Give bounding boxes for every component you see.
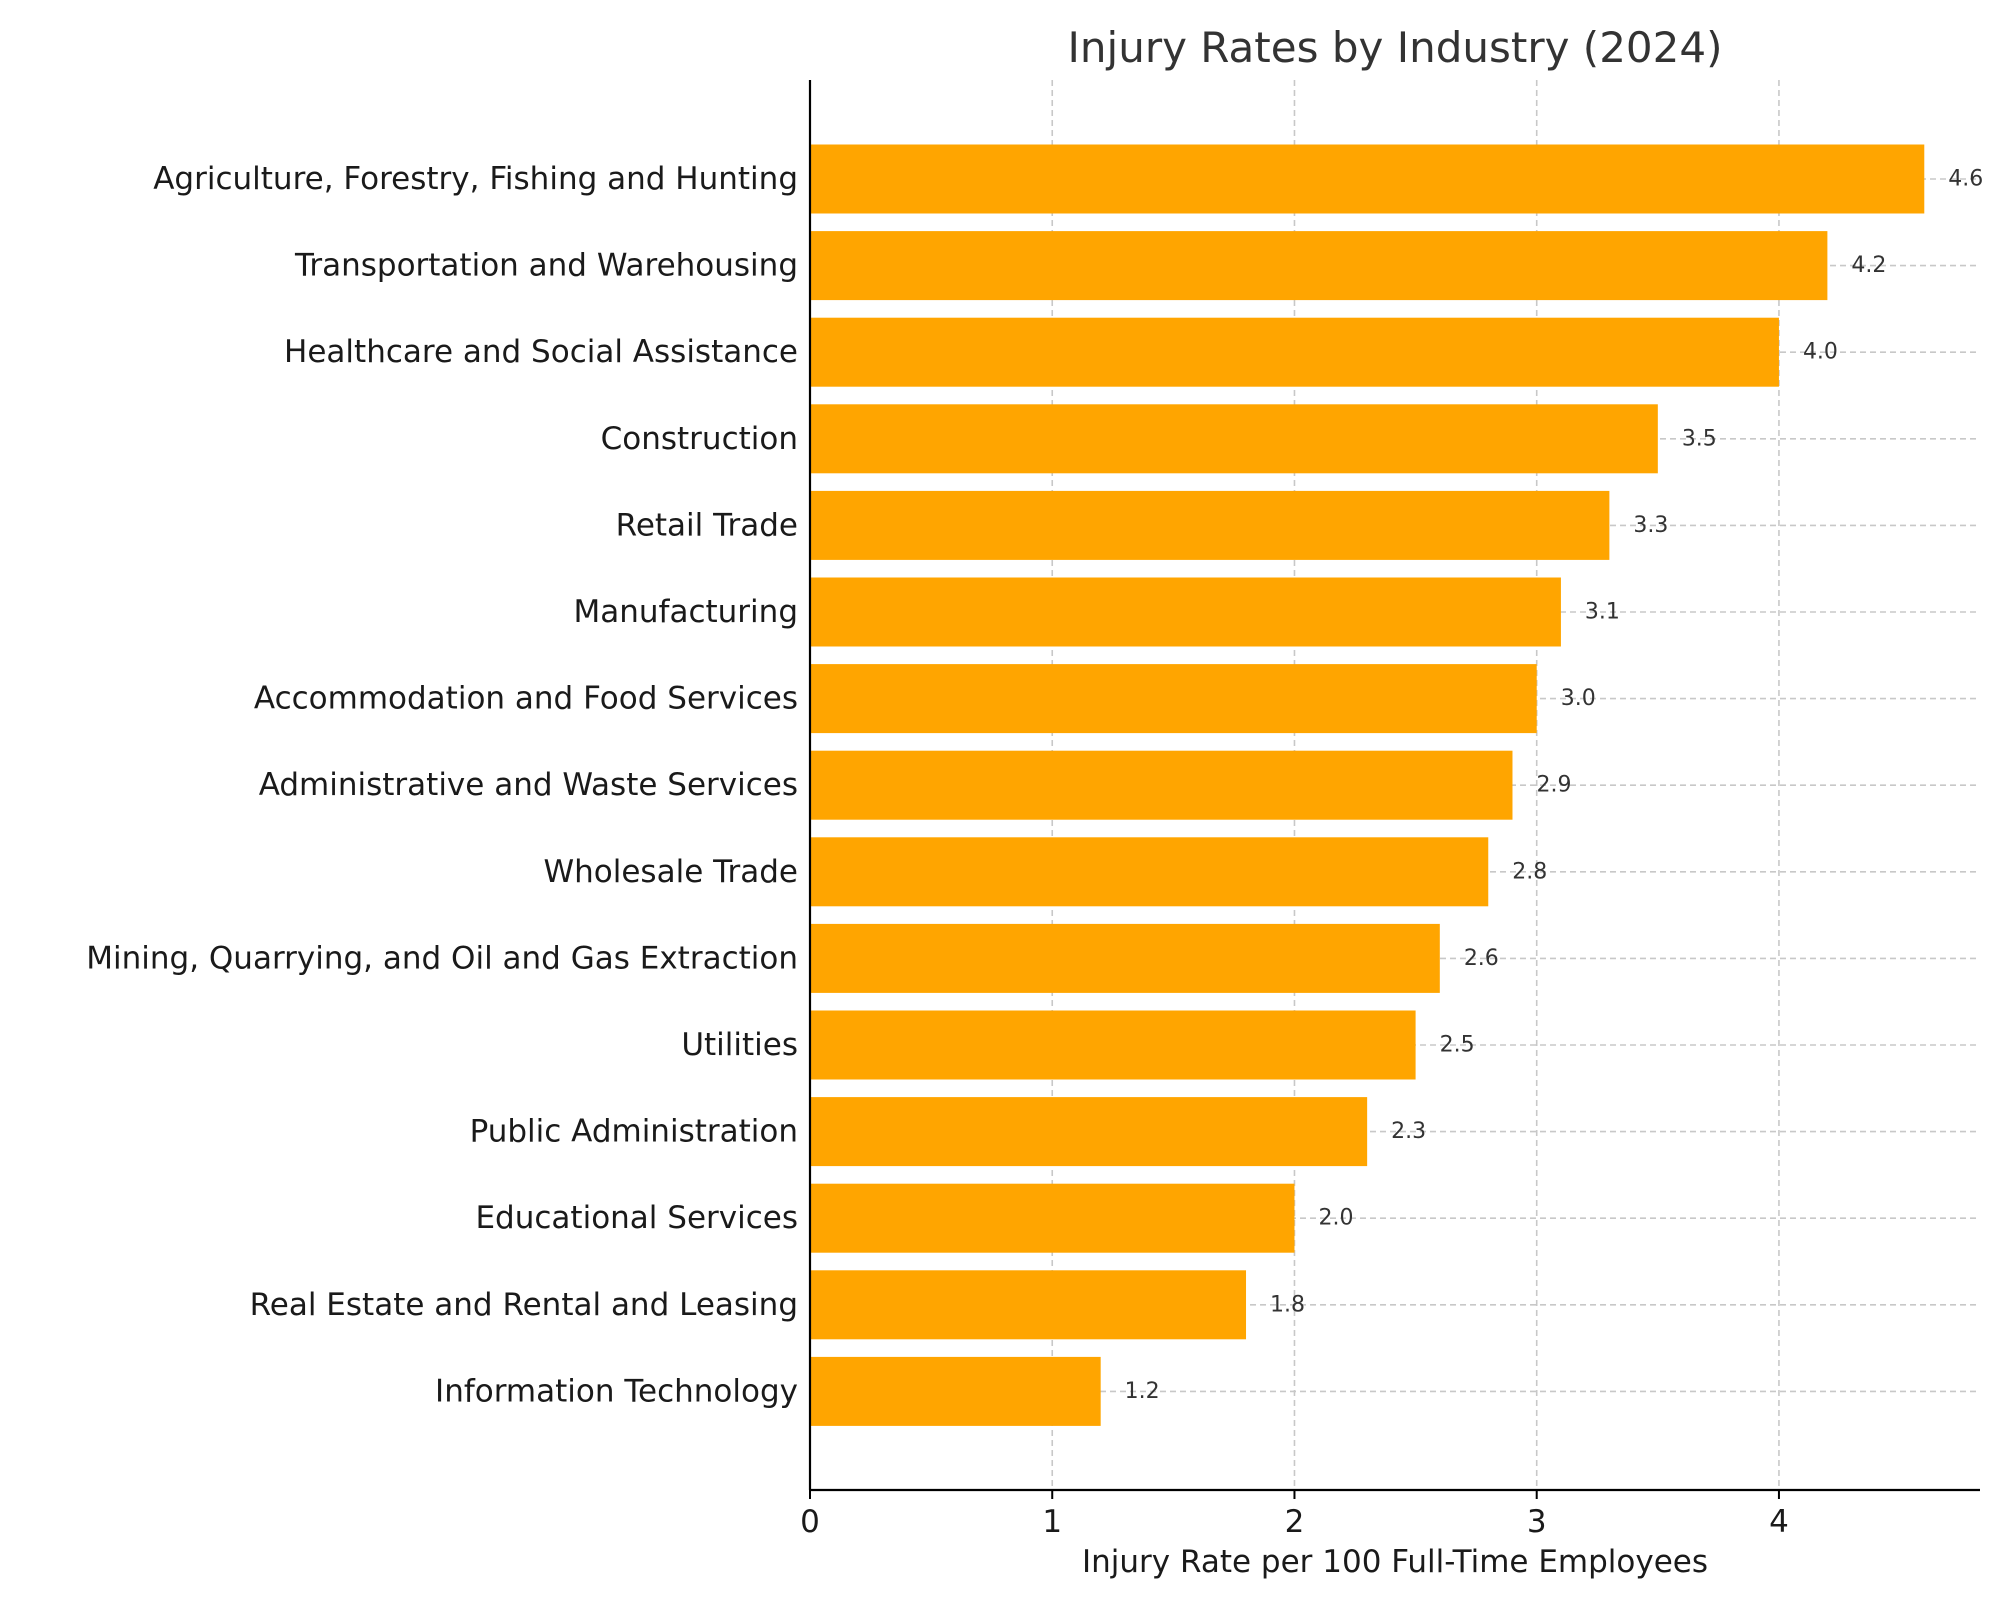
bar: [810, 231, 1828, 301]
x-tick-label: 3: [1527, 1504, 1547, 1540]
category-label: Manufacturing: [574, 594, 798, 630]
category-label: Public Administration: [470, 1114, 798, 1150]
bar: [810, 490, 1610, 560]
x-tick-label: 0: [800, 1504, 820, 1540]
bar: [810, 1356, 1101, 1426]
data-label: 2.6: [1464, 946, 1499, 971]
bar: [810, 750, 1513, 820]
bar: [810, 404, 1658, 474]
data-label: 2.0: [1318, 1206, 1353, 1231]
data-label: 3.0: [1561, 686, 1596, 711]
bar: [810, 1097, 1368, 1167]
data-label: 2.9: [1536, 773, 1571, 798]
data-label: 2.3: [1391, 1119, 1426, 1144]
bar: [810, 577, 1561, 647]
x-tick-label: 1: [1042, 1504, 1062, 1540]
category-label: Agriculture, Forestry, Fishing and Hunti…: [153, 161, 798, 197]
bar: [810, 317, 1779, 387]
category-label: Healthcare and Social Assistance: [284, 334, 798, 370]
category-label: Mining, Quarrying, and Oil and Gas Extra…: [86, 940, 798, 976]
x-tick-label: 2: [1285, 1504, 1305, 1540]
x-axis-label: Injury Rate per 100 Full-Time Employees: [1082, 1544, 1708, 1580]
category-label: Wholesale Trade: [543, 854, 798, 890]
category-label: Retail Trade: [616, 507, 798, 543]
category-label: Administrative and Waste Services: [259, 767, 798, 803]
data-label: 3.3: [1633, 513, 1668, 538]
bar: [810, 144, 1925, 214]
bar: [810, 664, 1537, 734]
x-tick-label: 4: [1769, 1504, 1789, 1540]
data-label: 4.2: [1851, 253, 1886, 278]
data-label: 1.8: [1270, 1292, 1305, 1317]
chart-title: Injury Rates by Industry (2024): [1068, 23, 1723, 72]
bar: [810, 1010, 1416, 1080]
data-label: 3.1: [1585, 600, 1620, 625]
bars-layer: [810, 144, 1925, 1426]
data-label: 4.6: [1948, 167, 1983, 192]
axes-layer: [808, 80, 1980, 1492]
category-label: Transportation and Warehousing: [294, 248, 798, 284]
bar: [810, 1183, 1295, 1253]
data-label: 2.5: [1440, 1033, 1475, 1058]
labels-layer: Agriculture, Forestry, Fishing and Hunti…: [86, 161, 1983, 1540]
bar: [810, 837, 1489, 907]
category-label: Information Technology: [435, 1373, 798, 1409]
bar: [810, 1270, 1247, 1340]
category-label: Educational Services: [475, 1200, 798, 1236]
category-label: Construction: [601, 421, 798, 457]
data-label: 4.0: [1803, 340, 1838, 365]
category-label: Utilities: [681, 1027, 798, 1063]
data-label: 1.2: [1125, 1379, 1160, 1404]
bar: [810, 923, 1440, 993]
category-label: Real Estate and Rental and Leasing: [250, 1287, 798, 1323]
category-label: Accommodation and Food Services: [254, 681, 798, 717]
data-label: 3.5: [1682, 426, 1717, 451]
data-label: 2.8: [1512, 859, 1547, 884]
